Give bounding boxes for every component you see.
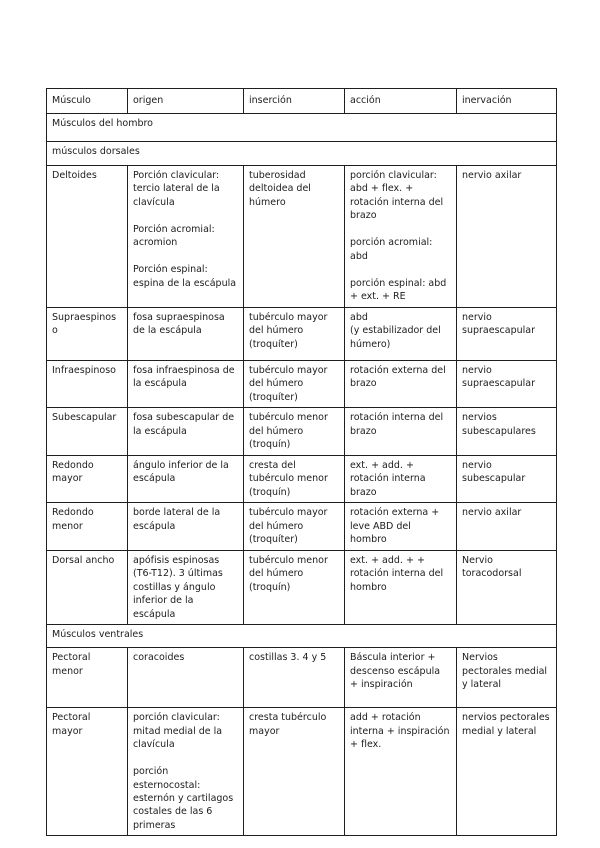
cell-accion: porción clavicular: abd + flex. + rotaci… [344,165,457,308]
cell-origen: Porción clavicular: tercio lateral de la… [127,165,244,308]
cell-insercion: costillas 3. 4 y 5 [243,647,345,709]
cell-musculo: Subescapular [46,407,128,456]
cell-insercion: tubérculo menor del húmero (troquín) [243,407,345,456]
column-header-origen: origen [127,88,244,114]
section-title: Músculos ventrales [46,624,557,649]
cell-inervacion: nervio subescapular [456,454,557,504]
cell-inervacion: Nervio toracodorsal [456,549,557,626]
cell-origen: fosa supraespinosa de la escápula [127,306,244,361]
cell-accion: rotación externa + leve ABD del hombro [344,502,457,551]
cell-inervacion: nervio supraescapular [456,359,557,409]
cell-musculo: Dorsal ancho [46,549,128,626]
cell-accion: rotación interna del brazo [344,407,457,456]
cell-accion: ext. + add. + rotación interna brazo [344,454,457,504]
cell-musculo: Supraespinoso [46,306,128,361]
cell-origen: apófisis espinosas (T6-T12). 3 últimas c… [127,549,244,626]
section-title: músculos dorsales [46,141,557,166]
cell-inervacion: nervios pectorales medial y lateral [456,707,557,837]
cell-musculo: Infraespinoso [46,359,128,409]
row-infraespinoso: Infraespinoso fosa infraespinosa de la e… [46,359,557,409]
cell-insercion: cresta tubérculo mayor [243,707,345,837]
section-row-hombro: Músculos del hombro [46,113,557,142]
row-dorsal-ancho: Dorsal ancho apófisis espinosas (T6-T12)… [46,549,557,626]
cell-accion: rotación externa del brazo [344,359,457,409]
cell-musculo: Deltoides [46,165,128,308]
row-subescapular: Subescapular fosa subescapular de la esc… [46,407,557,456]
cell-musculo: Redondo menor [46,502,128,551]
section-row-ventrales: Músculos ventrales [46,624,557,649]
cell-origen: ángulo inferior de la escápula [127,454,244,504]
row-redondo-menor: Redondo menor borde lateral de la escápu… [46,502,557,551]
header-row: Músculo origen inserción acción inervaci… [46,88,557,114]
cell-origen: fosa infraespinosa de la escápula [127,359,244,409]
cell-accion: abd (y estabilizador del húmero) [344,306,457,361]
cell-origen: fosa subescapular de la escápula [127,407,244,456]
cell-insercion: cresta del tubérculo menor (troquín) [243,454,345,504]
cell-insercion: tubérculo menor del húmero (troquín) [243,549,345,626]
row-pectoral-menor: Pectoral menor coracoides costillas 3. 4… [46,647,557,709]
cell-insercion: tubérculo mayor del húmero (troquíter) [243,502,345,551]
column-header-musculo: Músculo [46,88,128,114]
cell-accion: ext. + add. + + rotación interna del hom… [344,549,457,626]
column-header-insercion: inserción [243,88,345,114]
cell-inervacion: nervio supraescapular [456,306,557,361]
column-header-accion: acción [344,88,457,114]
cell-musculo: Pectoral menor [46,647,128,709]
cell-insercion: tuberosidad deltoidea del húmero [243,165,345,308]
cell-origen: borde lateral de la escápula [127,502,244,551]
cell-accion: add + rotación interna + inspiración + f… [344,707,457,837]
cell-insercion: tubérculo mayor del húmero (troquíter) [243,359,345,409]
row-deltoides: Deltoides Porción clavicular: tercio lat… [46,165,557,308]
row-pectoral-mayor: Pectoral mayor porción clavicular: mitad… [46,707,557,837]
cell-musculo: Pectoral mayor [46,707,128,837]
section-title: Músculos del hombro [46,113,557,142]
cell-insercion: tubérculo mayor del húmero (troquíter) [243,306,345,361]
cell-inervacion: Nervios pectorales medial y lateral [456,647,557,709]
cell-inervacion: nervios subescapulares [456,407,557,456]
cell-origen: porción clavicular: mitad medial de la c… [127,707,244,837]
section-row-dorsales: músculos dorsales [46,141,557,166]
cell-accion: Báscula interior + descenso escápula + i… [344,647,457,709]
cell-musculo: Redondo mayor [46,454,128,504]
cell-origen: coracoides [127,647,244,709]
muscle-table: Músculo origen inserción acción inervaci… [46,88,557,837]
row-redondo-mayor: Redondo mayor ángulo inferior de la escá… [46,454,557,504]
cell-inervacion: nervio axilar [456,165,557,308]
column-header-inervacion: inervación [456,88,557,114]
cell-inervacion: nervio axilar [456,502,557,551]
row-supraespinoso: Supraespinoso fosa supraespinosa de la e… [46,306,557,361]
